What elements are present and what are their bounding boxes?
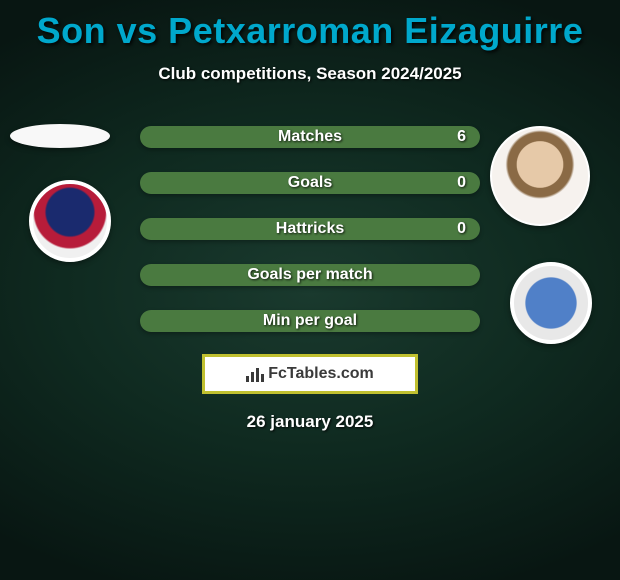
subtitle: Club competitions, Season 2024/2025 (0, 64, 620, 84)
stat-label: Goals per match (247, 266, 372, 284)
stats-list: Matches 6 Goals 0 Hattricks 0 Goals per … (0, 126, 620, 332)
site-brand-text: FcTables.com (268, 365, 374, 383)
page-title: Son vs Petxarroman Eizaguirre (0, 0, 620, 52)
stat-value-right: 6 (457, 128, 466, 146)
stat-value-right: 0 (457, 174, 466, 192)
footer-date: 26 january 2025 (0, 412, 620, 432)
stat-label: Min per goal (263, 312, 357, 330)
stat-row-goals: Goals 0 (140, 172, 480, 194)
stat-label: Hattricks (276, 220, 344, 238)
stat-row-hattricks: Hattricks 0 (140, 218, 480, 240)
stat-row-matches: Matches 6 (140, 126, 480, 148)
stat-label: Matches (278, 128, 342, 146)
site-brand-badge: FcTables.com (202, 354, 418, 394)
stat-row-goals-per-match: Goals per match (140, 264, 480, 286)
stat-row-min-per-goal: Min per goal (140, 310, 480, 332)
bar-chart-icon (246, 366, 264, 382)
stat-value-right: 0 (457, 220, 466, 238)
stat-label: Goals (288, 174, 332, 192)
